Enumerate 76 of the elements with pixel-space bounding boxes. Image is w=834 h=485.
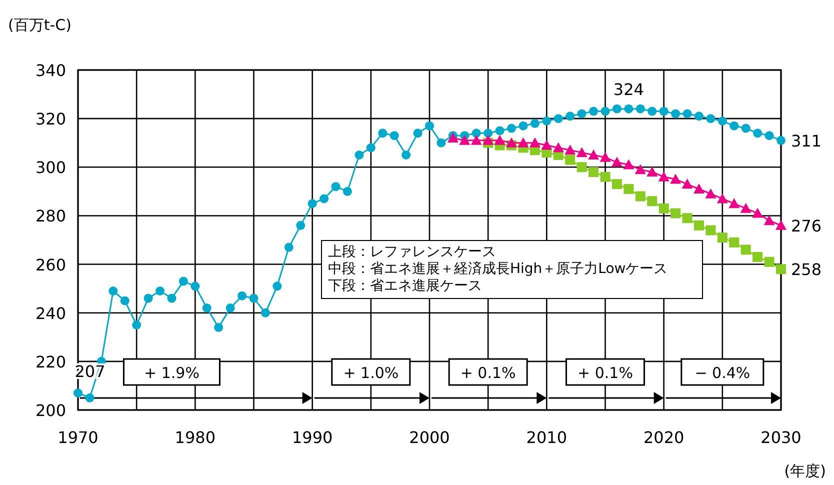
point	[635, 191, 646, 202]
data-label: 324	[613, 80, 644, 99]
y-tick-label: 300	[35, 158, 66, 178]
data-label: 258	[791, 260, 822, 280]
point	[740, 202, 752, 213]
point	[658, 171, 670, 182]
point	[565, 154, 576, 165]
point	[694, 220, 704, 230]
point	[717, 232, 728, 243]
point	[588, 167, 599, 177]
point	[646, 166, 658, 176]
x-tick-label: 1980	[174, 428, 216, 447]
data-label: 276	[791, 216, 822, 236]
point	[494, 134, 506, 145]
point	[728, 198, 740, 208]
point	[740, 244, 751, 255]
point	[612, 179, 622, 190]
point	[482, 134, 494, 145]
x-tick-label: 1990	[292, 428, 333, 447]
point	[705, 188, 716, 198]
point	[764, 215, 775, 226]
point	[470, 134, 482, 145]
point	[764, 256, 774, 267]
point	[564, 144, 576, 155]
point	[776, 264, 786, 274]
x-axis-title: (年度)	[784, 462, 826, 480]
point	[576, 162, 587, 172]
point	[752, 208, 764, 218]
point	[506, 137, 518, 148]
point	[706, 225, 716, 236]
y-tick-label: 320	[35, 110, 66, 129]
x-tick-label: 1970	[58, 428, 98, 447]
annotation: + 1.9%	[144, 364, 200, 382]
annotation: + 0.1%	[578, 364, 633, 382]
data-label: 311	[791, 131, 822, 150]
point	[600, 172, 610, 182]
point	[729, 237, 740, 248]
point	[670, 208, 681, 218]
annotation: 上段：レファレンスケース	[328, 244, 497, 261]
y-tick-label: 240	[35, 304, 66, 323]
y-tick-label: 260	[35, 255, 66, 274]
x-tick-label: 2010	[526, 428, 568, 447]
point	[670, 174, 682, 184]
point	[576, 147, 588, 158]
y-tick-label: 220	[35, 352, 66, 372]
point	[623, 159, 634, 170]
point	[634, 164, 646, 174]
point	[647, 196, 658, 206]
point	[541, 140, 552, 150]
y-tick-label: 340	[35, 61, 66, 80]
point	[611, 156, 622, 167]
point	[776, 220, 786, 230]
x-tick-label: 2020	[643, 428, 684, 447]
annotation: + 0.1%	[460, 364, 516, 382]
point	[588, 150, 600, 160]
x-tick-label: 2030	[760, 428, 802, 447]
y-tick-label: 280	[35, 206, 66, 226]
point	[552, 142, 564, 152]
y-axis-title: (百万t-C)	[8, 16, 72, 34]
point	[658, 203, 669, 214]
annotation: + 1.0%	[343, 364, 399, 382]
y-tick-label: 200	[35, 401, 66, 420]
x-tick-label: 2000	[409, 428, 450, 447]
point	[529, 137, 540, 148]
point	[682, 213, 692, 224]
point	[459, 134, 470, 145]
point	[716, 193, 728, 204]
point	[693, 184, 704, 194]
point	[624, 184, 634, 194]
annotation: 下段：省エネ進展ケース	[328, 278, 483, 295]
point	[682, 178, 693, 189]
point	[600, 152, 611, 162]
point	[518, 137, 529, 148]
point	[752, 252, 763, 262]
annotation: − 0.4%	[694, 364, 750, 382]
annotation: 中段：省エネ進展＋経済成長High＋原子力Lowケース	[328, 261, 669, 278]
